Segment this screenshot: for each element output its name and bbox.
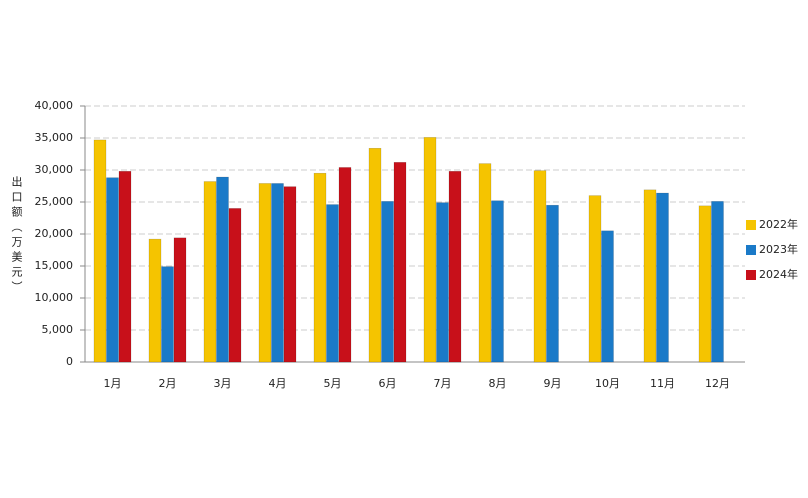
- legend-label: 2022年: [759, 217, 798, 231]
- bar: [491, 200, 504, 363]
- x-tick-label: 5月: [324, 377, 342, 390]
- bar: [161, 266, 174, 363]
- bar: [533, 170, 547, 363]
- y-tick-label: 20,000: [35, 227, 74, 240]
- bar: [148, 238, 162, 363]
- bar: [258, 183, 272, 363]
- bar: [711, 201, 724, 363]
- bar: [423, 137, 437, 363]
- bar: [216, 176, 229, 363]
- x-tick-label: 12月: [705, 377, 730, 390]
- y-tick-label: 10,000: [35, 291, 74, 304]
- bar: [698, 205, 712, 363]
- x-tick-label: 11月: [650, 377, 675, 390]
- x-tick-label: 9月: [544, 377, 562, 390]
- x-tick-label: 8月: [489, 377, 507, 390]
- bar: [93, 139, 107, 363]
- bar: [271, 183, 284, 363]
- bar: [283, 186, 297, 363]
- bar: [546, 204, 559, 363]
- bar: [368, 147, 382, 363]
- y-tick-label: 30,000: [35, 163, 74, 176]
- bar: [228, 208, 242, 363]
- x-tick-label: 10月: [595, 377, 620, 390]
- x-tick-label: 1月: [104, 377, 122, 390]
- legend-swatch: [746, 220, 756, 230]
- x-tick-label: 6月: [379, 377, 397, 390]
- bar: [381, 201, 394, 363]
- x-tick-label: 2月: [159, 377, 177, 390]
- bar: [313, 172, 327, 363]
- y-tick-label: 15,000: [35, 259, 74, 272]
- bar: [173, 237, 187, 363]
- legend-swatch: [746, 245, 756, 255]
- bar: [118, 171, 132, 363]
- bar: [448, 171, 462, 363]
- bar: [393, 162, 407, 363]
- bar: [338, 167, 352, 363]
- bar: [656, 192, 669, 363]
- x-tick-label: 4月: [269, 377, 287, 390]
- legend-label: 2024年: [759, 267, 798, 281]
- y-tick-label: 25,000: [35, 195, 74, 208]
- bar: [106, 177, 119, 363]
- bar: [436, 202, 449, 363]
- bar: [326, 204, 339, 363]
- legend-label: 2023年: [759, 242, 798, 256]
- bar: [478, 163, 492, 363]
- y-tick-label: 0: [66, 355, 73, 368]
- bar: [601, 230, 614, 363]
- y-tick-label: 40,000: [35, 99, 74, 112]
- x-tick-label: 3月: [214, 377, 232, 390]
- bar: [643, 189, 657, 363]
- bar: [588, 195, 602, 363]
- y-axis-label: 出口额（万美元）: [10, 175, 23, 296]
- x-tick-label: 7月: [434, 377, 452, 390]
- legend-swatch: [746, 270, 756, 280]
- bar: [203, 181, 217, 363]
- y-tick-label: 35,000: [35, 131, 74, 144]
- y-tick-label: 5,000: [42, 323, 74, 336]
